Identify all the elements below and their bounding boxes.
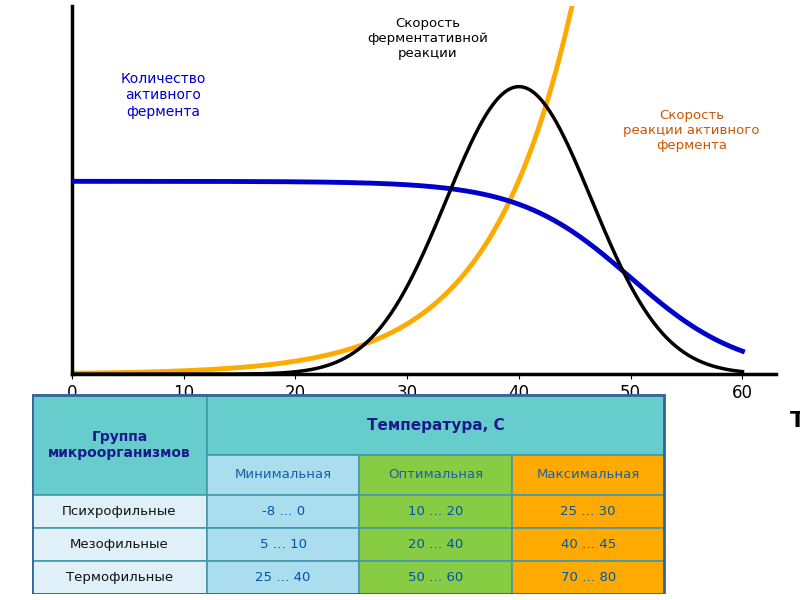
Text: 5 … 10: 5 … 10 bbox=[259, 538, 306, 551]
Text: Максимальная: Максимальная bbox=[537, 469, 640, 481]
Text: Мезофильные: Мезофильные bbox=[70, 538, 169, 551]
Text: -8 … 0: -8 … 0 bbox=[262, 505, 305, 518]
Text: Оптимальная: Оптимальная bbox=[388, 469, 483, 481]
Bar bbox=[359, 455, 512, 494]
Text: 40 … 45: 40 … 45 bbox=[561, 538, 616, 551]
Bar bbox=[32, 561, 207, 594]
Text: 70 … 80: 70 … 80 bbox=[561, 571, 616, 584]
Bar bbox=[207, 395, 665, 455]
Text: 20 … 40: 20 … 40 bbox=[408, 538, 463, 551]
Bar bbox=[207, 455, 359, 494]
Text: 50 … 60: 50 … 60 bbox=[408, 571, 463, 584]
Bar bbox=[32, 494, 207, 527]
Text: Количество
активного
фермента: Количество активного фермента bbox=[121, 72, 206, 119]
Bar bbox=[32, 527, 207, 561]
Bar bbox=[512, 561, 665, 594]
Text: Психрофильные: Психрофильные bbox=[62, 505, 177, 518]
Text: Термофильные: Термофильные bbox=[66, 571, 173, 584]
Text: Скорость
реакции активного
фермента: Скорость реакции активного фермента bbox=[623, 109, 760, 152]
Bar bbox=[207, 494, 359, 527]
Bar bbox=[359, 527, 512, 561]
Text: Скорость
ферментативной
реакции: Скорость ферментативной реакции bbox=[367, 17, 488, 60]
Bar bbox=[32, 395, 207, 494]
Bar bbox=[359, 494, 512, 527]
Text: Температура, C: Температура, C bbox=[367, 418, 505, 433]
Text: 10 … 20: 10 … 20 bbox=[408, 505, 463, 518]
Text: Группа
микроорганизмов: Группа микроорганизмов bbox=[48, 430, 190, 460]
Bar bbox=[512, 494, 665, 527]
Bar bbox=[207, 527, 359, 561]
Bar bbox=[512, 455, 665, 494]
Text: T: T bbox=[790, 411, 800, 431]
Text: 25 … 30: 25 … 30 bbox=[560, 505, 616, 518]
Text: Минимальная: Минимальная bbox=[234, 469, 332, 481]
Bar bbox=[359, 561, 512, 594]
Text: 25 … 40: 25 … 40 bbox=[255, 571, 310, 584]
Bar bbox=[207, 561, 359, 594]
Bar bbox=[32, 395, 665, 594]
Bar bbox=[512, 527, 665, 561]
